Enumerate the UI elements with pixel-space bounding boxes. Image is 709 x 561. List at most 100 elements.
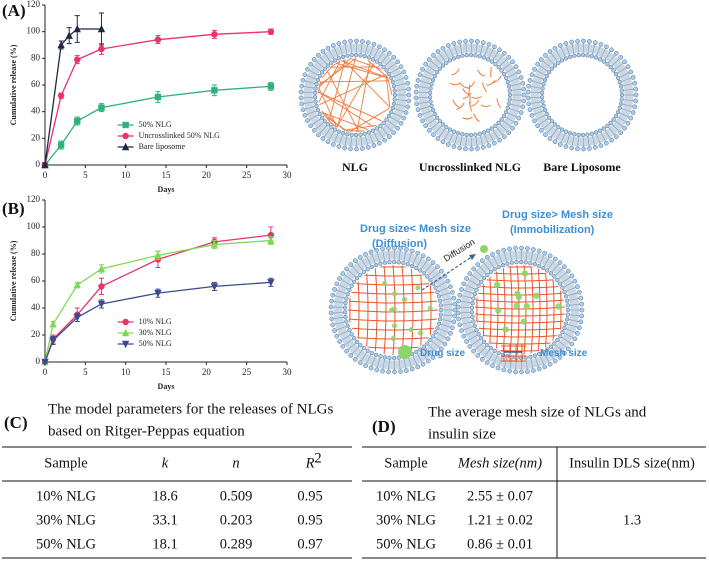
lipid-head [492, 140, 497, 146]
lipid-head [469, 310, 475, 315]
lipid-head [430, 260, 436, 265]
lipid-tail [507, 72, 518, 78]
lipid-head [537, 351, 542, 357]
lipid-head [344, 296, 349, 301]
lipid-tail [315, 60, 324, 68]
lipid-tail [560, 133, 566, 143]
lipid-tail [347, 269, 356, 278]
lipid-tail [623, 99, 634, 102]
lipid-tail [592, 44, 596, 55]
table-cell: 2.55 ± 0.07 [467, 488, 533, 504]
lipid-head [608, 120, 613, 126]
lipid-tail [430, 60, 439, 68]
table-cell: 18.1 [152, 536, 177, 552]
lipid-head [368, 365, 374, 371]
lipid-head [510, 125, 515, 131]
lipid-tail [443, 131, 450, 141]
lipid-tail [530, 97, 541, 99]
drug [514, 290, 521, 297]
lipid-head [613, 134, 619, 140]
legend-label: Bare liposome [139, 142, 186, 151]
mesh-line [365, 265, 369, 355]
lipid-tail [390, 67, 400, 74]
marker [98, 283, 105, 290]
lipid-head [493, 123, 498, 129]
lipid-head [445, 142, 451, 147]
lipid-head [427, 95, 433, 100]
lipid-tail [488, 132, 494, 142]
lipid-head [592, 40, 598, 46]
lipid-tail [442, 298, 452, 301]
lipid-tail [475, 43, 478, 54]
lipid-head [581, 38, 586, 44]
table-cell: 0.86 ± 0.01 [467, 536, 533, 552]
lipid-head [403, 110, 409, 115]
lipid-head [426, 57, 432, 62]
lipid-tail [341, 335, 351, 341]
lipid-tail [319, 125, 327, 134]
lipid-head [312, 95, 318, 100]
diagram-label: (Immobilization) [510, 224, 595, 236]
y-tick-label: 60 [31, 275, 41, 285]
lipid-head [471, 348, 476, 354]
lipid-head [532, 262, 537, 267]
lipid-head [316, 52, 321, 58]
lipid-tail [323, 128, 331, 138]
lipid-head [322, 119, 327, 124]
lipid-head [547, 49, 553, 54]
lipid-head [618, 101, 624, 106]
lipid-head [313, 86, 318, 91]
lipid-head [435, 325, 440, 331]
lipid-tail [555, 131, 562, 141]
lipid-tail [492, 129, 499, 139]
lipid-head [475, 353, 481, 358]
lipid-head [581, 146, 586, 152]
marker [210, 240, 219, 248]
lipid-head [558, 281, 563, 286]
table-cell: 30% NLG [376, 512, 437, 528]
lipid-head [576, 132, 581, 138]
lipid-head [468, 52, 474, 58]
x-tick-label: 25 [242, 170, 252, 180]
lipid-head [616, 109, 621, 115]
lipid-head [488, 269, 494, 275]
mesh-line [348, 282, 438, 286]
lipid-head [567, 54, 573, 59]
lipid-tail [600, 48, 606, 58]
lipid-tail [577, 43, 579, 54]
lipid-tail [418, 97, 429, 99]
drug [555, 303, 562, 310]
lipid-head [519, 369, 524, 375]
lipid-head [392, 355, 397, 361]
mesh-line [348, 300, 438, 304]
lipid-head [556, 125, 561, 130]
mesh-line [475, 327, 565, 331]
lipid-head [604, 140, 609, 146]
lipid-head [464, 52, 469, 58]
lipid-head [546, 115, 552, 120]
lipid-head [525, 89, 531, 95]
y-tick-label: 120 [27, 0, 41, 9]
lipid-head [336, 41, 342, 46]
lipid-tail [344, 339, 353, 346]
lipid-tail [488, 258, 494, 268]
lipid-head [429, 81, 434, 87]
lipid-head [352, 336, 357, 341]
lipid-tail [530, 91, 541, 93]
lipid-tail [459, 136, 463, 147]
lipid-tail [619, 72, 630, 78]
lipid-head [587, 39, 592, 44]
lipid-tail [351, 346, 360, 355]
lipid-head [315, 107, 321, 113]
x-tick-label: 10 [121, 367, 131, 377]
lipid-head [572, 278, 578, 284]
lipid-tail [369, 134, 374, 144]
lipid-head [541, 103, 546, 109]
lipid-tail [371, 356, 376, 367]
mesh-line [537, 265, 541, 355]
polymer [350, 57, 382, 70]
lipid-head [519, 245, 524, 251]
lipid-head [476, 332, 481, 337]
lipid-head [504, 75, 509, 81]
lipid-head [451, 129, 457, 134]
